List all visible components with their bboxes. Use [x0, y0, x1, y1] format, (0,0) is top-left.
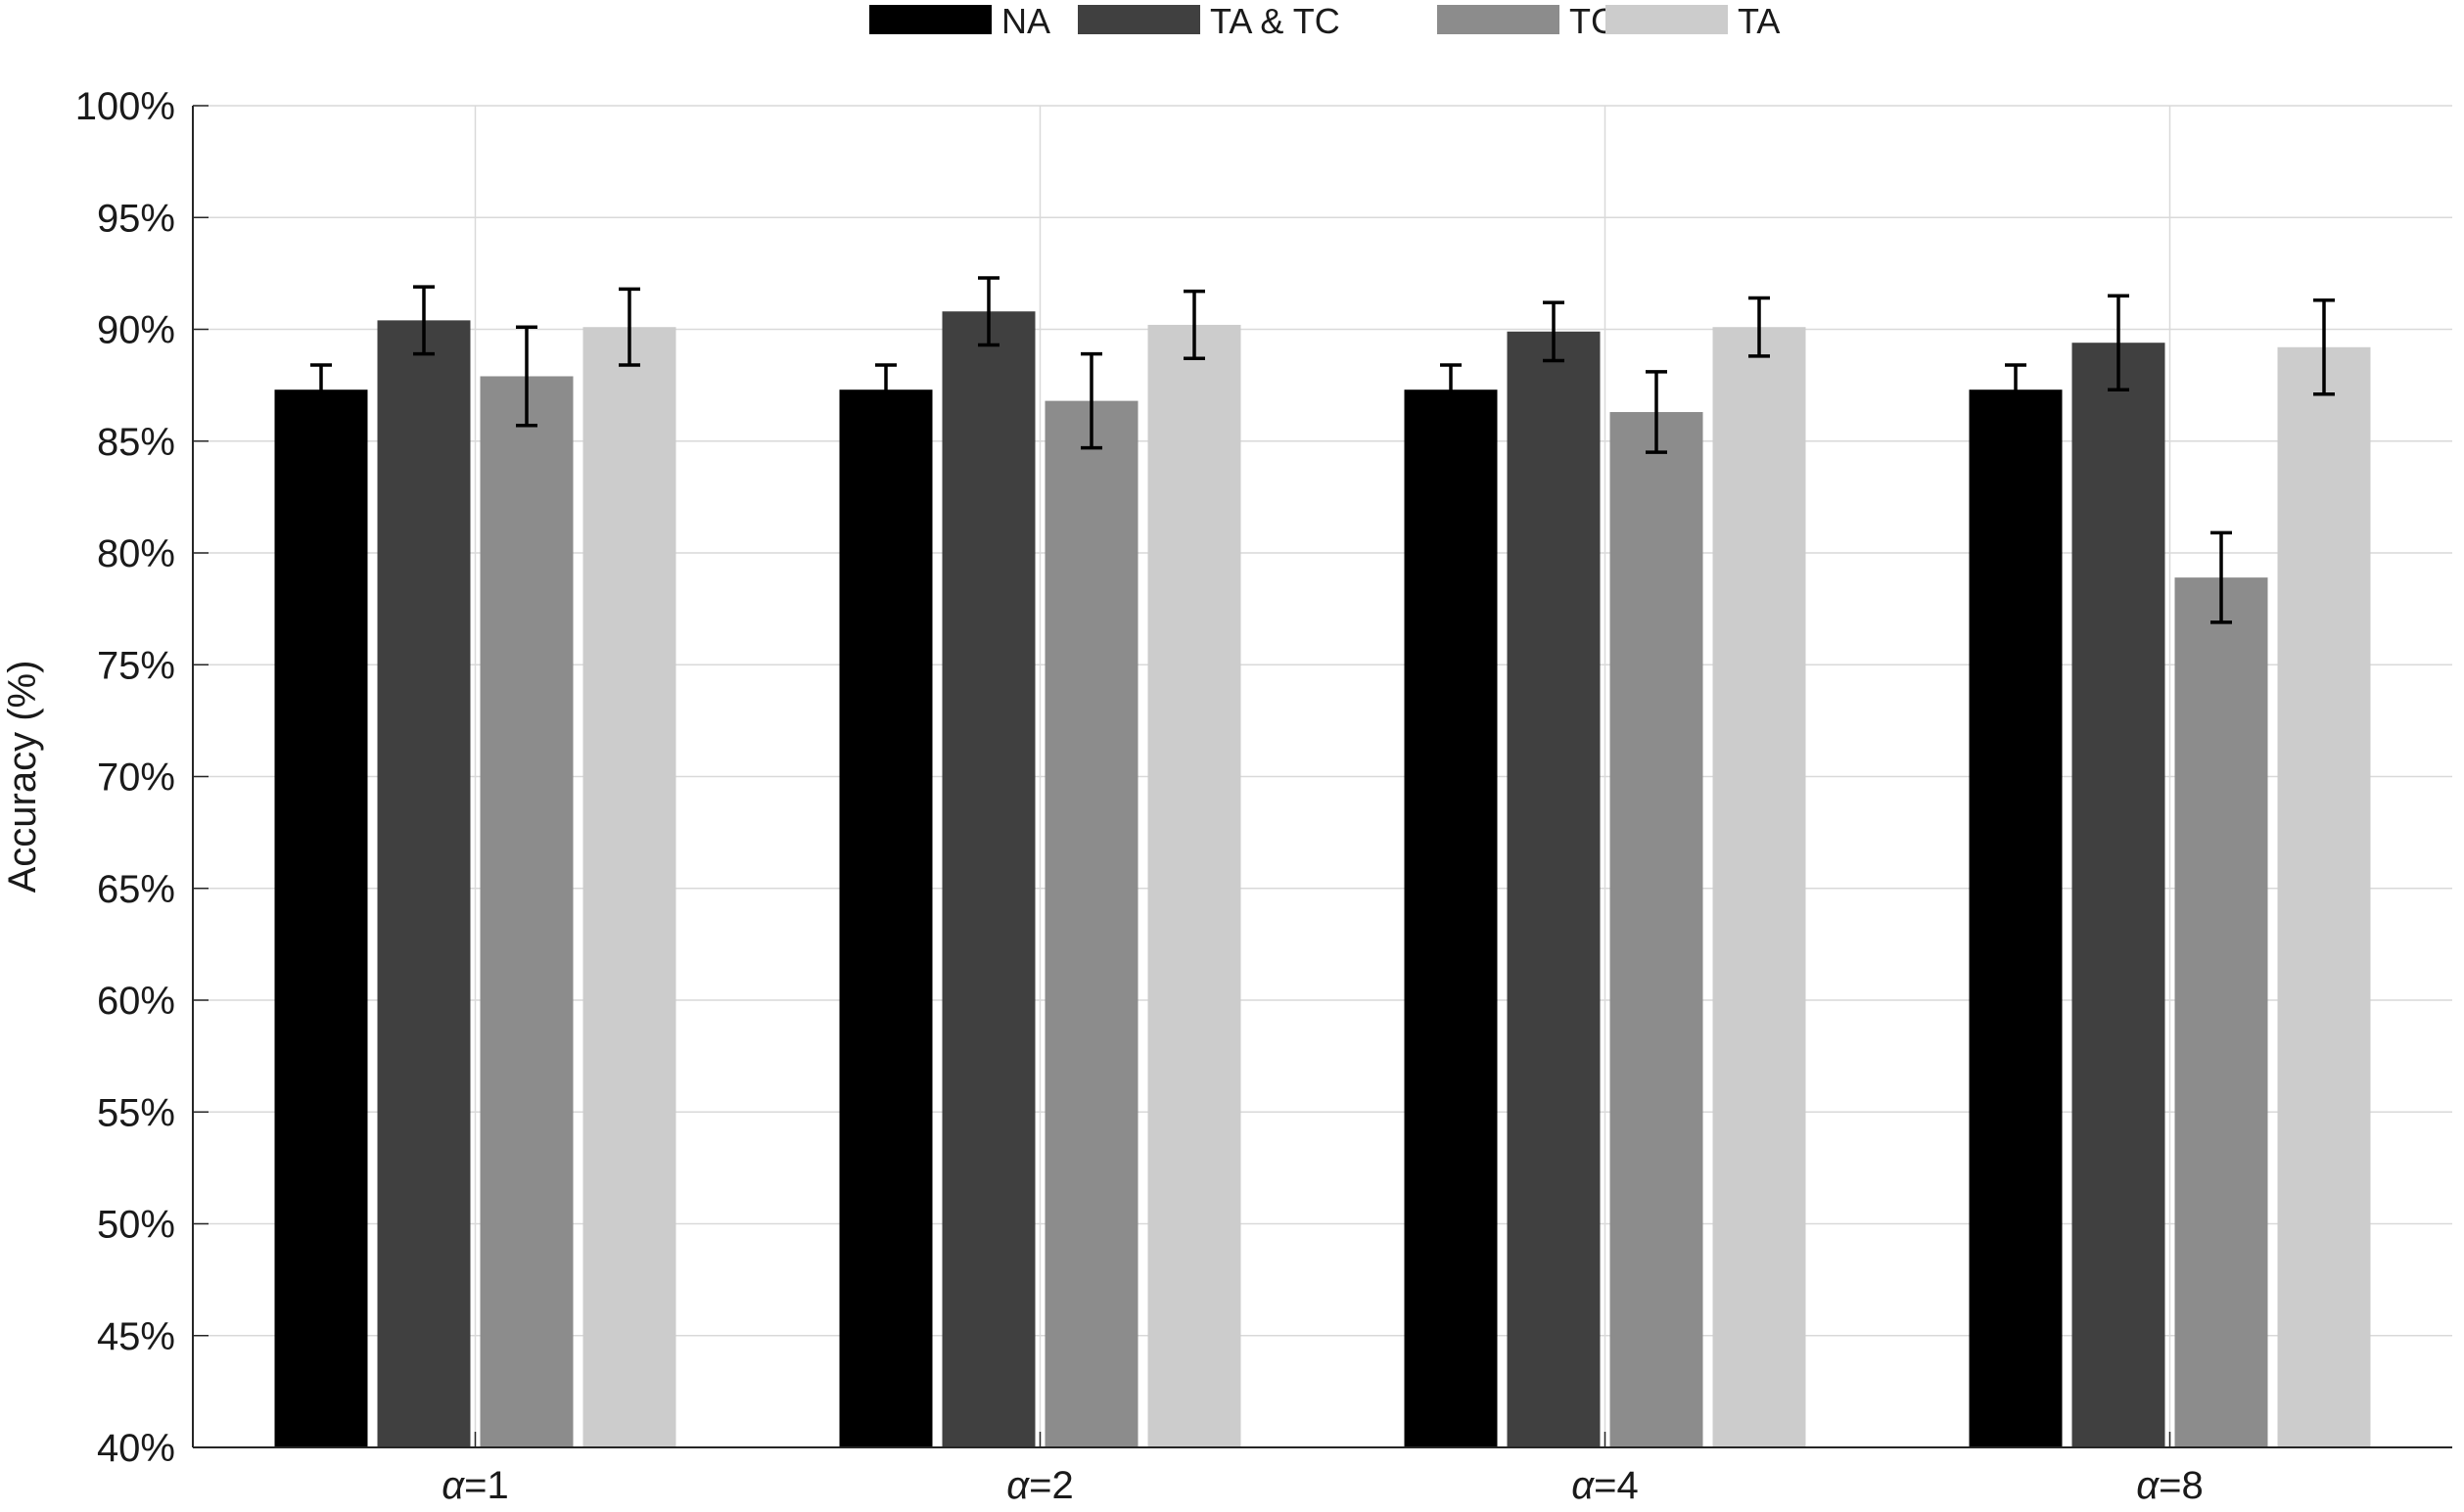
y-tick-label: 45%	[97, 1315, 175, 1358]
bar-na-2	[839, 389, 933, 1447]
legend-label: TA	[1738, 1, 1780, 41]
bar-ta-tc-2	[942, 311, 1036, 1448]
bar-tc-1	[480, 376, 574, 1447]
error-bars-layer	[310, 276, 2335, 624]
y-tick-label: 50%	[97, 1204, 175, 1247]
y-tick-label: 95%	[97, 197, 175, 240]
x-tick-label: α=2	[1006, 1464, 1073, 1507]
axes-layer	[192, 105, 2452, 1448]
y-tick-label: 65%	[97, 868, 175, 911]
bars-layer	[274, 311, 2371, 1448]
y-tick-label: 70%	[97, 756, 175, 800]
x-tick-label: α=8	[2136, 1464, 2203, 1507]
bar-tc-4	[2174, 577, 2268, 1447]
y-tick-label: 85%	[97, 421, 175, 464]
bar-na-4	[1969, 389, 2063, 1447]
labels-layer: 40% 45% 50% 55% 60% 65% 70% 75% 80% 85% 90% 95% 100%…	[1, 85, 2204, 1507]
y-tick-label: 90%	[97, 309, 175, 352]
x-tick-label: α=4	[1571, 1464, 1638, 1507]
bar-ta-2	[1147, 324, 1241, 1448]
y-tick-label: 55%	[97, 1091, 175, 1134]
bar-ta-tc-1	[377, 320, 471, 1447]
y-tick-label: 40%	[97, 1427, 175, 1470]
bar-na-1	[274, 389, 368, 1447]
bar-ta-1	[582, 327, 676, 1448]
x-tick-label: α=1	[442, 1464, 508, 1507]
bar-ta-tc-4	[2071, 343, 2165, 1448]
legend-label: TA & TC	[1210, 1, 1340, 41]
y-tick-label: 100%	[75, 85, 175, 128]
bar-ta-3	[1712, 327, 1806, 1448]
legend-swatch	[1437, 5, 1559, 34]
bar-ta-tc-3	[1507, 331, 1601, 1447]
legend-swatch	[869, 5, 992, 34]
bar-ta-4	[2277, 346, 2371, 1447]
y-tick-label: 60%	[97, 980, 175, 1023]
legend-label: NA	[1001, 1, 1050, 41]
bar-tc-2	[1045, 400, 1139, 1447]
y-tick-label: 80%	[97, 532, 175, 575]
y-axis-label: Accuracy (%)	[1, 661, 44, 893]
bar-tc-3	[1609, 412, 1703, 1447]
legend-swatch	[1605, 5, 1728, 34]
y-tick-label: 75%	[97, 644, 175, 687]
legend-swatch	[1078, 5, 1200, 34]
legend: NA TA & TC TC TA	[869, 1, 1780, 41]
bar-na-3	[1404, 389, 1498, 1447]
